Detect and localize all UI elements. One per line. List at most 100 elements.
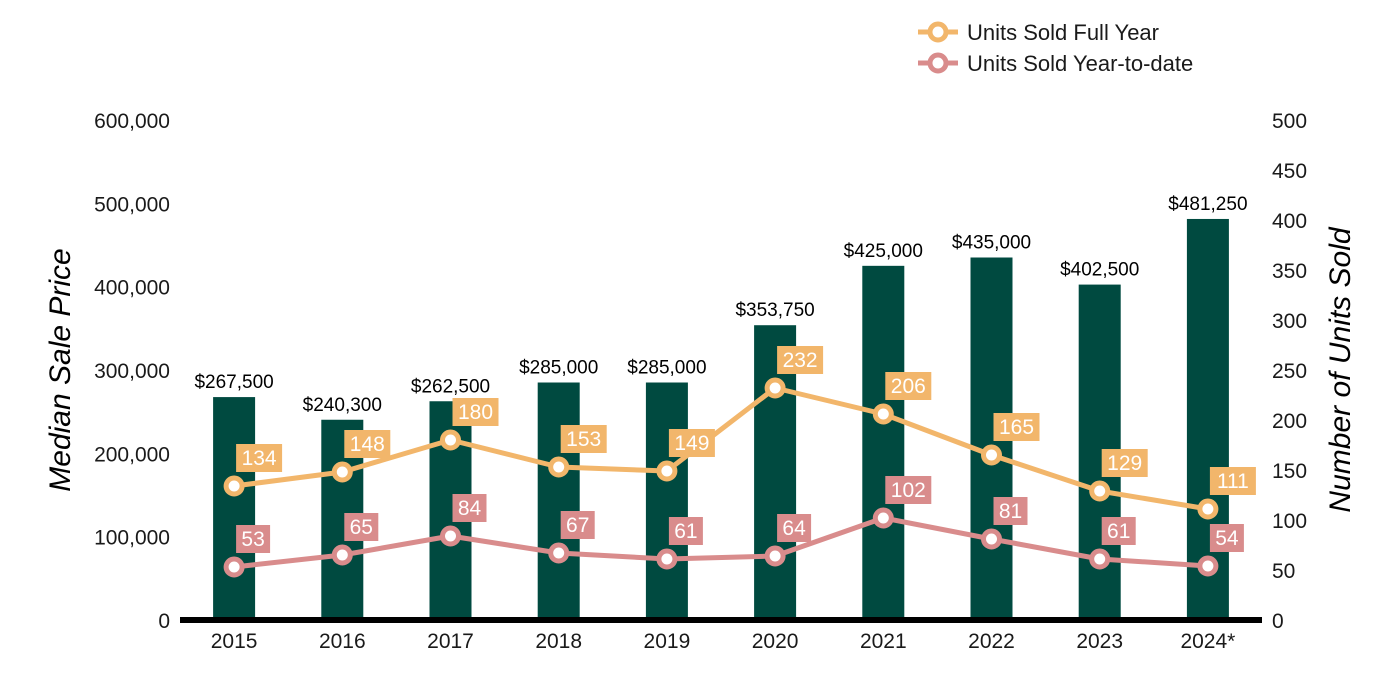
bar-value-label: $285,000 <box>627 358 706 379</box>
series-point <box>981 444 1002 466</box>
y-axis-title: Median Sale Price <box>44 248 77 491</box>
y-tick-label: 0 <box>158 610 170 633</box>
data-label-box <box>344 513 379 541</box>
data-label-box <box>668 517 703 545</box>
data-label: 84 <box>458 497 482 520</box>
series-point <box>872 507 894 529</box>
data-label: 111 <box>1217 470 1249 493</box>
series-point <box>1089 548 1111 570</box>
data-label: 53 <box>241 528 264 551</box>
data-label: 180 <box>458 401 493 424</box>
bar-value-labels: $267,500 $240,300 $262,500 $285,000 $285,000… <box>194 194 1247 416</box>
data-label-box <box>236 444 283 472</box>
series-point <box>331 461 353 483</box>
y-tick-label: 400,000 <box>94 277 170 300</box>
data-label: 206 <box>891 375 926 398</box>
series-point <box>656 460 678 482</box>
x-tick-label: 2015 <box>211 630 258 653</box>
data-label: 81 <box>999 500 1022 523</box>
y2-tick-label: 100 <box>1272 510 1307 533</box>
y2-tick-label: 400 <box>1272 210 1307 233</box>
bar <box>1186 218 1229 621</box>
data-label: 129 <box>1107 452 1142 475</box>
x-tick-label: 2024* <box>1180 630 1235 653</box>
bar-value-label: $425,000 <box>844 241 923 262</box>
bars <box>213 218 1229 621</box>
y-tick-label: 600,000 <box>94 110 170 133</box>
x-tick-label: 2021 <box>860 630 907 653</box>
y2-tick-label: 500 <box>1272 110 1307 133</box>
series-0: 134 148 180 153 149 232 206 165 129 111 <box>223 346 1256 520</box>
data-label-box <box>1101 449 1148 477</box>
series-point <box>656 548 678 570</box>
x-tick-label: 2016 <box>319 630 366 653</box>
series-point <box>223 556 245 578</box>
y2-tick-label: 200 <box>1272 410 1307 433</box>
data-label-box <box>560 511 595 539</box>
data-label: 61 <box>1107 520 1130 543</box>
data-label-box <box>452 398 499 426</box>
data-label: 134 <box>242 447 277 470</box>
x-tick-label: 2023 <box>1076 630 1123 653</box>
series-point <box>764 545 786 567</box>
bar-value-label: $435,000 <box>952 233 1031 254</box>
data-label: 65 <box>350 516 373 539</box>
data-label: 64 <box>782 517 806 540</box>
bar-value-label: $267,500 <box>194 372 273 393</box>
y2-axis-ticks: 0 50 100 150 200 250 300 350 400 450 500 <box>1272 110 1307 633</box>
data-label-box <box>1101 517 1136 545</box>
data-label-box <box>993 413 1040 441</box>
data-label: 165 <box>999 416 1034 439</box>
legend-marker <box>927 52 949 74</box>
series-point <box>764 377 786 399</box>
y2-tick-label: 150 <box>1272 460 1307 483</box>
bar-value-label: $262,500 <box>411 376 490 397</box>
data-label: 54 <box>1215 527 1239 550</box>
data-label: 148 <box>350 433 385 456</box>
series-point <box>548 542 570 564</box>
y-tick-label: 300,000 <box>94 360 170 383</box>
series-point <box>548 456 570 478</box>
data-label-box <box>452 494 487 522</box>
bar <box>213 397 256 620</box>
bar-value-label: $240,300 <box>303 395 382 416</box>
series-line <box>231 515 1211 570</box>
bar <box>862 265 905 620</box>
data-label-box <box>777 346 824 374</box>
series-lines: 134 148 180 153 149 232 206 165 129 111 53 65 84 67 61… <box>223 346 1256 578</box>
data-label-box <box>668 429 715 457</box>
y-tick-label: 500,000 <box>94 193 170 216</box>
y-tick-label: 200,000 <box>94 443 170 466</box>
data-label-box <box>993 497 1028 525</box>
y2-axis-title: Number of Units Sold <box>1324 226 1357 512</box>
data-label-box <box>885 476 932 504</box>
bar-value-label: $285,000 <box>519 358 598 379</box>
data-label: 102 <box>891 479 926 502</box>
series-point <box>440 429 461 451</box>
y2-tick-label: 0 <box>1272 610 1284 633</box>
y2-tick-label: 450 <box>1272 160 1307 183</box>
x-tick-label: 2020 <box>752 630 799 653</box>
data-label-box <box>560 425 607 453</box>
data-label-box <box>344 430 391 458</box>
data-label-box <box>777 514 812 542</box>
x-tick-label: 2018 <box>535 630 582 653</box>
y-axis-ticks: 0 100,000 200,000 300,000 400,000 500,000 600,… <box>94 110 170 633</box>
y-tick-label: 100,000 <box>94 527 170 550</box>
series-line <box>231 385 1211 512</box>
data-label: 153 <box>566 428 601 451</box>
legend-label: Units Sold Full Year <box>967 20 1159 45</box>
y2-tick-label: 50 <box>1272 560 1295 583</box>
series-point <box>1197 498 1219 520</box>
y2-tick-label: 300 <box>1272 310 1307 333</box>
series-point <box>223 475 245 497</box>
series-point <box>1089 480 1111 502</box>
data-label: 67 <box>566 514 589 537</box>
x-axis-ticks: 2015 2016 2017 2018 2019 2020 2021 2022 2023 2024… <box>211 630 1236 653</box>
data-label: 61 <box>674 520 697 543</box>
series-point <box>1197 555 1219 577</box>
bar <box>754 325 797 620</box>
bar <box>537 382 580 620</box>
x-tick-label: 2019 <box>644 630 691 653</box>
